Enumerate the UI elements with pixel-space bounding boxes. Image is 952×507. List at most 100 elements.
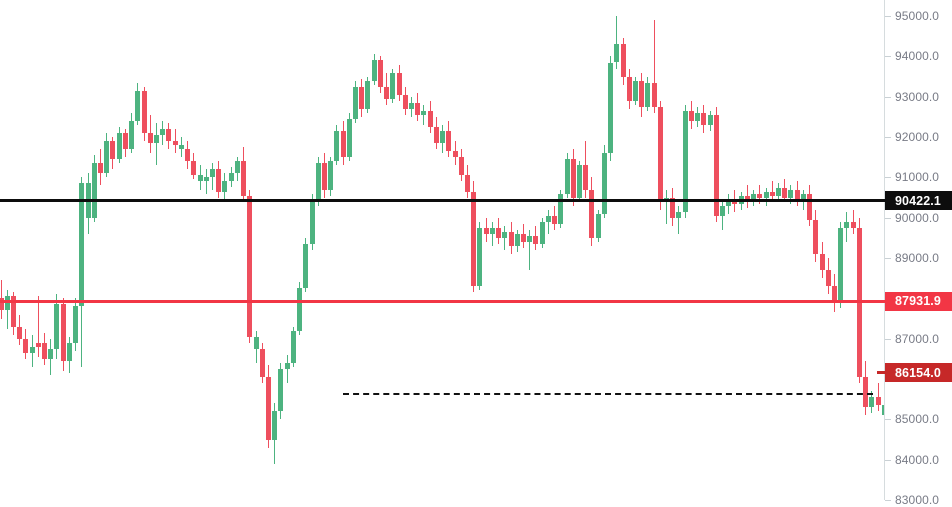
candle xyxy=(142,0,147,500)
support-line[interactable] xyxy=(0,300,884,303)
candle xyxy=(571,0,576,500)
candle-body xyxy=(42,343,47,359)
candle xyxy=(428,0,433,500)
candle xyxy=(602,0,607,500)
candle-body xyxy=(509,232,514,246)
candle-body xyxy=(198,175,203,181)
candle xyxy=(135,0,140,500)
last-price-badge[interactable]: 86154.0 xyxy=(885,363,952,382)
candle-body xyxy=(459,157,464,175)
candle-body xyxy=(614,44,619,62)
candle-body xyxy=(757,194,762,198)
candle-body xyxy=(571,159,576,197)
candle xyxy=(92,0,97,500)
candle xyxy=(291,0,296,500)
candle xyxy=(670,0,675,500)
candle xyxy=(813,0,818,500)
candle-body xyxy=(701,113,706,125)
axis-tick-label: 90000.0 xyxy=(895,212,939,224)
candle xyxy=(86,0,91,500)
candle-body xyxy=(421,111,426,115)
candle-body xyxy=(577,165,582,197)
candle xyxy=(477,0,482,500)
candle-body xyxy=(795,190,800,200)
last-price-value: 86154.0 xyxy=(895,366,941,380)
candle-body xyxy=(533,236,538,244)
candle-wick xyxy=(423,105,424,125)
candle xyxy=(79,0,84,500)
candle xyxy=(459,0,464,500)
axis-tick-label: 92000.0 xyxy=(895,131,939,143)
candle-body xyxy=(390,73,395,99)
candle xyxy=(683,0,688,500)
candle-body xyxy=(92,163,97,217)
candle xyxy=(322,0,327,500)
candle xyxy=(757,0,762,500)
candle-body xyxy=(490,228,495,234)
candle xyxy=(117,0,122,500)
candle xyxy=(540,0,545,500)
candle xyxy=(502,0,507,500)
candle xyxy=(98,0,103,500)
chart-plot-area[interactable] xyxy=(0,0,884,500)
candle-body xyxy=(334,131,339,161)
candle xyxy=(341,0,346,500)
candle xyxy=(179,0,184,500)
candle-body xyxy=(415,103,420,115)
candle xyxy=(11,0,16,500)
support-price-badge[interactable]: 87931.9 xyxy=(885,292,952,311)
candle-body xyxy=(254,337,259,349)
candle-body xyxy=(689,111,694,121)
candle xyxy=(365,0,370,500)
candle-wick xyxy=(206,169,207,193)
candle-body xyxy=(633,81,638,101)
candle-body xyxy=(185,149,190,161)
candle-body xyxy=(303,244,308,288)
candle-body xyxy=(863,377,868,407)
candle-body xyxy=(484,228,489,234)
axis-tick-label: 83000.0 xyxy=(895,494,939,506)
candle xyxy=(421,0,426,500)
candle xyxy=(788,0,793,500)
candle-wick xyxy=(548,210,549,234)
candle-wick xyxy=(666,190,667,224)
resistance-price-badge[interactable]: 90422.1 xyxy=(885,191,952,210)
candle xyxy=(857,0,862,500)
candle xyxy=(123,0,128,500)
candle-body xyxy=(652,83,657,107)
candle-body xyxy=(266,377,271,440)
candle-body xyxy=(639,81,644,107)
candle-body xyxy=(477,228,482,286)
candle xyxy=(48,0,53,500)
candle-wick xyxy=(287,355,288,383)
candle-body xyxy=(527,236,532,242)
candle xyxy=(565,0,570,500)
axis-tick xyxy=(885,97,891,98)
candle xyxy=(191,0,196,500)
candle-body xyxy=(210,169,215,177)
candle xyxy=(198,0,203,500)
candle xyxy=(695,0,700,500)
candle-body xyxy=(216,169,221,191)
candle xyxy=(67,0,72,500)
candle-body xyxy=(658,107,663,202)
resistance-line[interactable] xyxy=(0,199,884,202)
candle xyxy=(484,0,489,500)
candle-body xyxy=(135,91,140,121)
candle-body xyxy=(876,397,881,405)
candle-body xyxy=(154,135,159,143)
candle-body xyxy=(23,339,28,353)
candle xyxy=(310,0,315,500)
candle xyxy=(739,0,744,500)
candle xyxy=(359,0,364,500)
candle-body xyxy=(409,103,414,109)
candle-body xyxy=(826,270,831,286)
candle-body xyxy=(807,194,812,220)
candle-body xyxy=(48,349,53,359)
candle xyxy=(73,0,78,500)
candle-body xyxy=(434,127,439,143)
candle xyxy=(54,0,59,500)
target-line[interactable] xyxy=(343,393,873,395)
